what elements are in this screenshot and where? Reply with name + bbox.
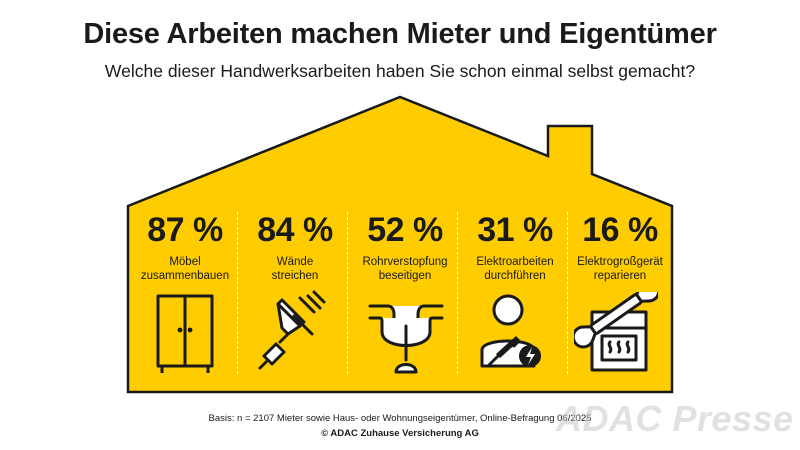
- electrician-icon: [480, 294, 541, 368]
- value-label: 87 %: [147, 211, 223, 249]
- category-label-line2: durchführen: [484, 270, 546, 282]
- item-appliance: 16 % Elektrogroßgerät reparieren: [565, 210, 675, 283]
- category-label-line1: Möbel: [169, 256, 201, 268]
- divider-2: [347, 212, 348, 374]
- divider-1: [237, 212, 238, 374]
- house-body: [126, 95, 674, 394]
- oven-wrench-icon: [574, 292, 658, 372]
- value-label: 16 %: [582, 211, 658, 249]
- copyright-note: © ADAC Zuhause Versicherung AG: [321, 428, 479, 439]
- paint-roller-icon: [258, 290, 326, 370]
- category-label-line1: Elektrogroßgerät: [577, 256, 663, 268]
- item-painting: 84 % Wände streichen: [240, 210, 350, 283]
- category-label-line2: zusammenbauen: [140, 270, 230, 282]
- item-electrical: 31 % Elektroarbeiten durchführen: [460, 210, 570, 283]
- divider-3: [457, 212, 458, 374]
- value-label: 84 %: [257, 211, 333, 249]
- category-label-line2: streichen: [271, 270, 319, 282]
- chart-title: Diese Arbeiten machen Mieter und Eigentü…: [83, 18, 717, 50]
- category-label-line2: beseitigen: [378, 270, 432, 282]
- item-plumbing: 52 % Rohrverstopfung beseitigen: [350, 210, 460, 283]
- item-furniture: 87 % Möbel zusammenbauen: [130, 210, 240, 283]
- category-label-line1: Elektroarbeiten: [476, 256, 554, 268]
- chart-subtitle: Welche dieser Handwerksarbeiten haben Si…: [104, 61, 696, 81]
- watermark-text: ADAC Presse: [556, 398, 794, 439]
- category-label-line2: reparieren: [593, 270, 647, 282]
- value-label: 31 %: [477, 211, 553, 249]
- source-note: Basis: n = 2107 Mieter sowie Haus- oder …: [208, 413, 592, 424]
- wardrobe-icon: [156, 294, 214, 373]
- plunger-pipe-icon: [368, 304, 444, 374]
- divider-4: [567, 212, 568, 374]
- value-label: 52 %: [367, 211, 443, 249]
- category-label-line1: Rohrverstopfung: [362, 256, 448, 268]
- category-label-line1: Wände: [276, 256, 314, 268]
